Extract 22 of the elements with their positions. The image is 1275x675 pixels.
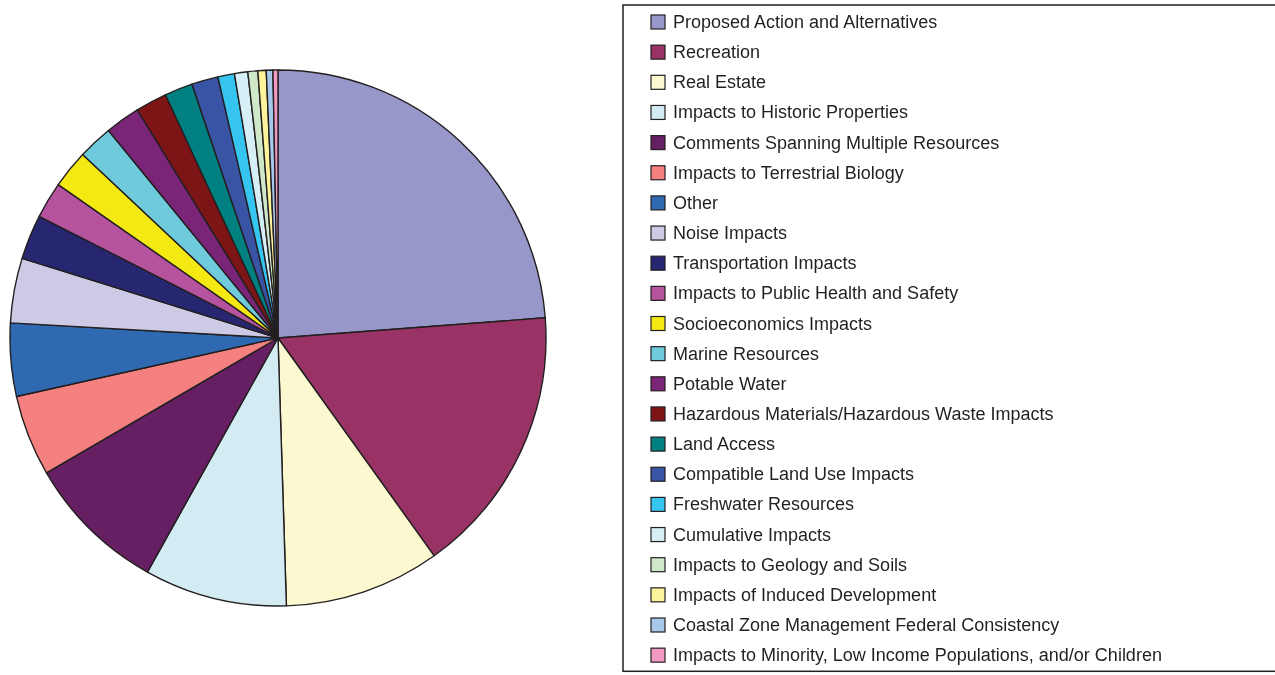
legend-label: Freshwater Resources [673, 494, 855, 515]
legend-label: Cumulative Impacts [673, 524, 832, 545]
legend-label: Real Estate [673, 72, 767, 93]
legend-label: Other [673, 192, 719, 213]
legend-label: Coastal Zone Management Federal Consistency [673, 615, 1060, 635]
legend-label: Land Access [673, 434, 776, 455]
legend-label: Noise Impacts [673, 223, 788, 244]
legend-label: Marine Resources [673, 343, 820, 364]
legend-label: Compatible Land Use Impacts [673, 464, 915, 485]
legend-label: Comments Spanning Multiple Resources [673, 132, 1000, 153]
legend-label: Recreation [673, 42, 761, 63]
legend-label: Impacts of Induced Development [673, 584, 937, 605]
legend-label: Impacts to Public Health and Safety [673, 283, 959, 304]
legend-label: Socioeconomics Impacts [673, 313, 873, 334]
legend-label: Hazardous Materials/Hazardous Waste Impacts [673, 403, 1054, 424]
legend-label: Transportation Impacts [673, 253, 857, 274]
legend-label: Impacts to Geology and Soils [673, 554, 908, 575]
legend-label: Potable Water [673, 373, 787, 394]
legend-label: Impacts to Historic Properties [673, 102, 909, 123]
legend-label: Proposed Action and Alternatives [673, 12, 938, 32]
legend-label: Impacts to Terrestrial Biology [673, 162, 904, 183]
legend-label: Impacts to Minority, Low Income Populations, and/or Children [673, 645, 1162, 666]
